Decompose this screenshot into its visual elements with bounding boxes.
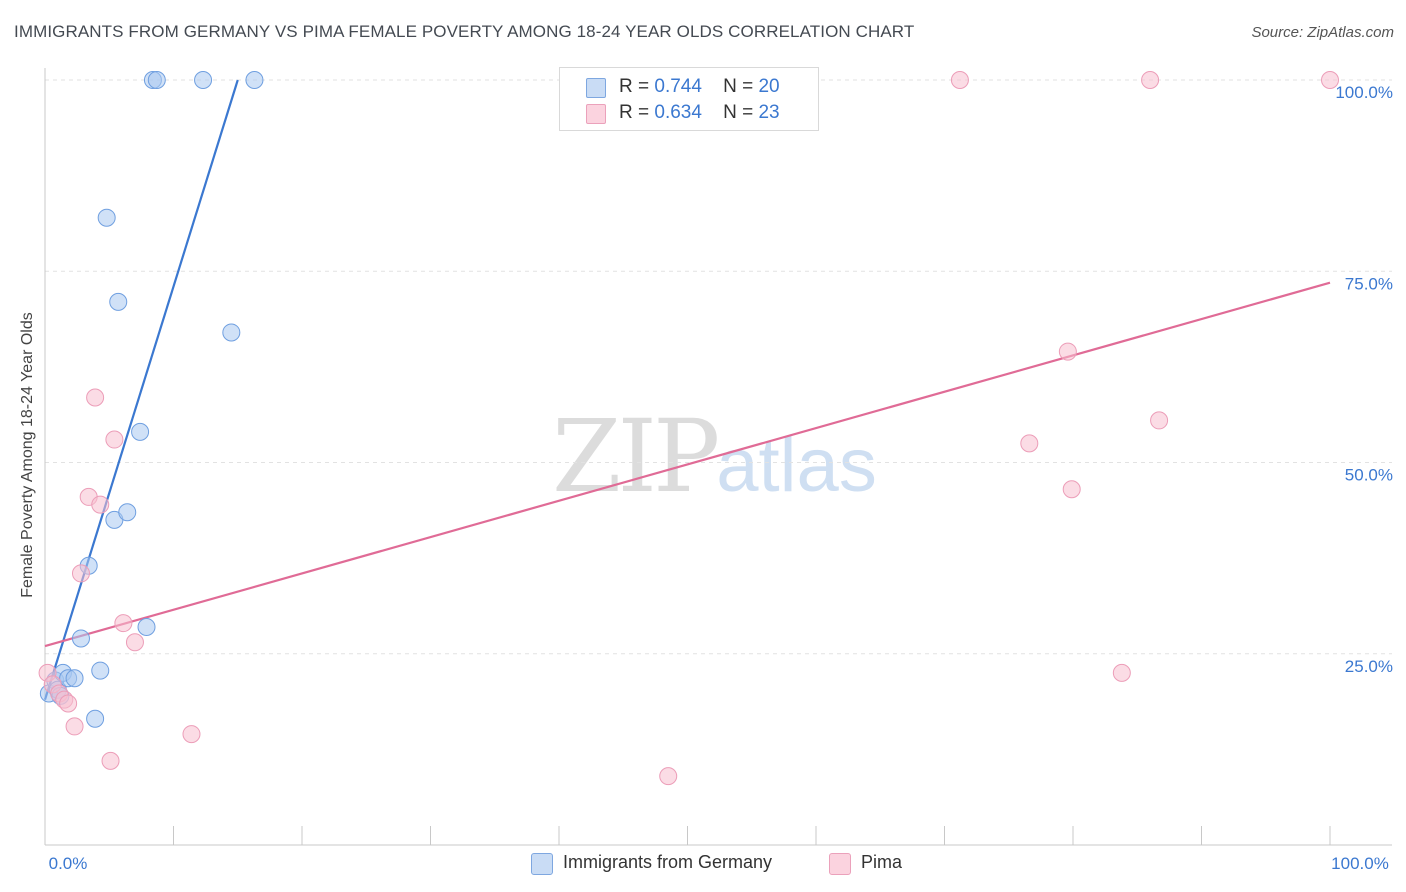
legend-r-value: 0.634 — [654, 102, 702, 123]
point-germany — [71, 629, 90, 648]
legend-swatch-germany — [586, 78, 606, 98]
point-germany — [118, 503, 137, 522]
point-germany — [131, 422, 150, 441]
point-pima — [182, 725, 201, 744]
point-germany — [65, 669, 84, 688]
y-tick-labels: 25.0% 50.0% 75.0% 100.0% — [1335, 83, 1393, 676]
source-label: Source: ZipAtlas.com — [1251, 24, 1394, 41]
y-tick-label: 50.0% — [1345, 466, 1393, 485]
trend-line-germany — [43, 79, 239, 700]
point-germany — [245, 71, 264, 89]
point-pima — [91, 495, 110, 514]
bottom-legend-label-pima: Pima — [861, 852, 903, 872]
point-germany — [147, 71, 166, 89]
bottom-legend-swatch-germany — [531, 853, 553, 875]
point-germany — [97, 208, 116, 227]
trend-lines — [43, 79, 1331, 700]
x-tick-label: 100.0% — [1331, 854, 1389, 873]
point-pima — [1150, 411, 1169, 430]
point-pima — [1112, 663, 1131, 682]
legend-text-pima: R = 0.634 N = 23 — [619, 102, 780, 124]
bottom-legend-swatch-pima — [829, 853, 851, 875]
legend-n-label: N = — [723, 76, 754, 97]
x-tick-label: 0.0% — [49, 854, 88, 873]
legend-n-value: 23 — [758, 102, 780, 123]
point-pima — [71, 564, 90, 583]
point-pima — [105, 430, 124, 449]
point-pima — [1058, 342, 1077, 361]
point-pima — [950, 71, 969, 89]
point-pima — [1141, 71, 1160, 89]
point-pima — [114, 614, 133, 633]
point-pima — [1062, 480, 1081, 499]
point-pima — [65, 717, 84, 736]
legend-r-value: 0.744 — [654, 76, 702, 97]
legend-swatch-pima — [586, 104, 606, 124]
legend-n-value: 20 — [758, 76, 780, 97]
legend-r-label: R = — [619, 76, 650, 97]
point-pima — [59, 694, 78, 713]
point-germany — [91, 661, 110, 680]
point-pima — [1020, 434, 1039, 453]
y-tick-label: 25.0% — [1345, 657, 1393, 676]
y-tick-label: 75.0% — [1345, 274, 1393, 293]
legend-r-label: R = — [619, 102, 650, 123]
axes — [44, 68, 1392, 846]
point-pima — [125, 633, 144, 652]
point-pima — [659, 767, 678, 786]
legend-n-label: N = — [723, 102, 754, 123]
point-pima — [101, 751, 120, 770]
point-germany — [194, 71, 213, 89]
correlation-legend: R = 0.744 N = 20 R = 0.634 N = 23 — [559, 67, 819, 131]
point-germany — [86, 709, 105, 728]
data-points — [38, 71, 1339, 786]
grid — [45, 79, 1392, 655]
point-germany — [109, 292, 128, 311]
point-germany — [222, 323, 241, 342]
legend-text-germany: R = 0.744 N = 20 — [619, 76, 780, 98]
x-tick-labels: 0.0% 100.0% — [49, 854, 1389, 873]
y-tick-label: 100.0% — [1335, 83, 1393, 102]
chart-title: IMMIGRANTS FROM GERMANY VS PIMA FEMALE P… — [14, 22, 915, 41]
point-pima — [86, 388, 105, 407]
point-germany — [137, 617, 156, 636]
bottom-legend-label-germany: Immigrants from Germany — [563, 852, 773, 872]
trend-line-pima — [44, 281, 1331, 648]
point-pima — [1321, 71, 1339, 89]
watermark-atlas: atlas — [716, 423, 877, 508]
